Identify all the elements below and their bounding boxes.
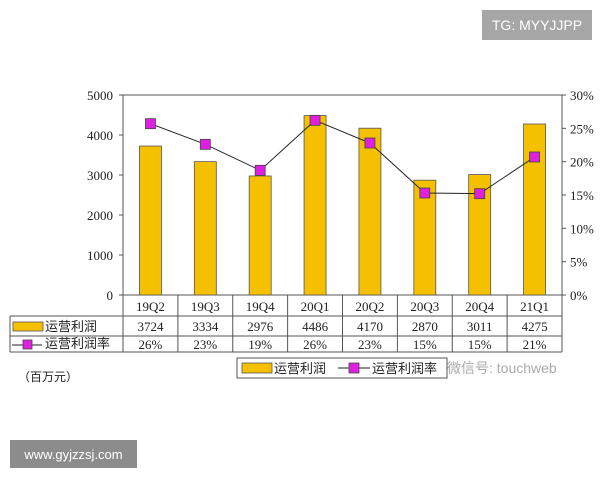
site-watermark: www.gyjzzsj.com <box>10 440 137 468</box>
bar <box>193 161 217 296</box>
tg-watermark: TG: MYYJJPP <box>482 10 592 40</box>
x-tick-label: 21Q1 <box>520 299 549 314</box>
data-label: 15% <box>413 337 437 352</box>
y-left-tick-label: 2000 <box>87 208 113 223</box>
x-tick-label: 19Q4 <box>246 299 275 314</box>
bar <box>139 145 162 296</box>
data-label: 4275 <box>522 319 548 334</box>
legend-marker-swatch <box>22 339 33 350</box>
unit-label: （百万元） <box>18 370 78 384</box>
rate-marker <box>199 138 211 150</box>
bar <box>358 127 382 296</box>
series-name: 运营利润率 <box>45 336 110 351</box>
data-label: 26% <box>139 337 163 352</box>
rate-line <box>150 119 535 195</box>
x-tick-label: 19Q3 <box>191 299 220 314</box>
rate-marker <box>309 114 321 126</box>
data-label: 23% <box>358 337 382 352</box>
y-left-tick-label: 0 <box>107 288 114 303</box>
data-label: 19% <box>248 337 272 352</box>
x-tick-label: 20Q4 <box>465 299 494 314</box>
rate-marker <box>364 137 376 149</box>
series-name: 运营利润 <box>45 319 97 334</box>
y-right-tick-label: 0% <box>570 288 588 303</box>
y-right-tick-label: 30% <box>570 88 594 103</box>
data-label: 15% <box>468 337 492 352</box>
y-right-tick-label: 20% <box>570 155 594 170</box>
data-label: 23% <box>193 337 217 352</box>
bar <box>303 115 327 296</box>
bar <box>523 123 546 296</box>
data-label: 2976 <box>247 319 274 334</box>
legend-bar-swatch <box>12 321 44 332</box>
data-label: 4170 <box>357 319 383 334</box>
data-label: 21% <box>523 337 547 352</box>
legend-bar-swatch <box>241 362 273 374</box>
y-left-tick-label: 1000 <box>87 248 113 263</box>
x-tick-label: 20Q2 <box>355 299 384 314</box>
rate-marker <box>529 151 540 163</box>
bar <box>248 175 272 296</box>
rate-marker <box>254 164 266 176</box>
legend-label: 运营利润率 <box>372 361 437 376</box>
y-right-tick-label: 15% <box>570 188 594 203</box>
data-label: 3334 <box>192 319 219 334</box>
bar <box>468 174 492 296</box>
plot-area <box>122 94 563 296</box>
rate-marker <box>145 118 156 130</box>
x-tick-label: 20Q1 <box>301 299 330 314</box>
y-left-tick-label: 5000 <box>87 88 113 103</box>
rate-marker <box>474 188 486 200</box>
bar <box>413 179 437 296</box>
wechat-watermark: 微信号: touchweb <box>447 360 557 376</box>
y-right-tick-label: 5% <box>570 255 588 270</box>
data-label: 2870 <box>412 319 438 334</box>
data-label: 4486 <box>302 319 329 334</box>
y-left-tick-label: 3000 <box>87 168 113 183</box>
x-tick-label: 19Q2 <box>136 299 165 314</box>
x-tick-label: 20Q3 <box>410 299 439 314</box>
y-right-tick-label: 10% <box>570 221 594 236</box>
legend-marker-swatch <box>348 362 360 374</box>
y-left-tick-label: 4000 <box>87 128 113 143</box>
rate-marker <box>419 187 431 199</box>
data-label: 26% <box>303 337 327 352</box>
data-label: 3724 <box>137 319 164 334</box>
y-right-tick-label: 25% <box>570 121 594 136</box>
data-label: 3011 <box>467 319 493 334</box>
legend-label: 运营利润 <box>274 361 326 376</box>
